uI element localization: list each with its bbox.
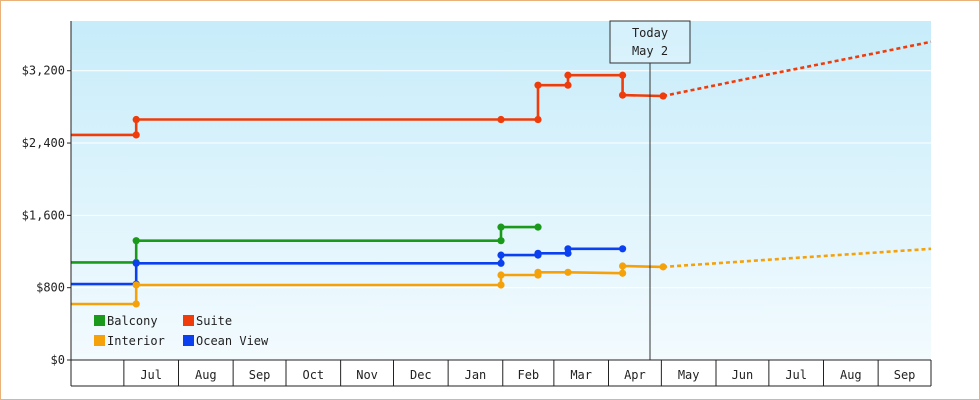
- y-tick-label: $1,600: [22, 208, 65, 222]
- x-tick-label: Jun: [732, 368, 754, 382]
- data-point[interactable]: [132, 259, 140, 267]
- data-point[interactable]: [132, 237, 140, 245]
- series-line-balcony: [71, 225, 538, 264]
- data-point[interactable]: [564, 268, 572, 276]
- data-point[interactable]: [564, 245, 572, 253]
- x-tick-label: Apr: [624, 368, 646, 382]
- y-tick-label: $800: [36, 281, 65, 295]
- legend-label: Suite: [196, 314, 232, 328]
- legend-item-interior: Interior: [94, 334, 165, 348]
- data-point[interactable]: [132, 131, 140, 139]
- legend-label: Balcony: [107, 314, 158, 328]
- data-point[interactable]: [497, 271, 505, 279]
- y-tick-label: $2,400: [22, 136, 65, 150]
- data-point[interactable]: [659, 92, 667, 100]
- data-point[interactable]: [497, 281, 505, 289]
- data-point[interactable]: [618, 269, 627, 277]
- y-axis-ticks: $0 $800 $1,600 $2,400 $3,200: [22, 64, 71, 367]
- data-point[interactable]: [534, 268, 542, 276]
- data-point[interactable]: [132, 300, 140, 308]
- data-point[interactable]: [497, 251, 505, 259]
- x-tick-label: Jul: [785, 368, 807, 382]
- series-interior: [71, 247, 932, 308]
- series-layer: [71, 40, 932, 308]
- today-box: [609, 20, 691, 64]
- x-tick-label: Dec: [410, 368, 432, 382]
- legend-swatch: [94, 315, 105, 326]
- legend-swatch: [183, 315, 194, 326]
- today-marker: Today May 2: [609, 20, 691, 360]
- today-date-label: May 2: [632, 44, 668, 58]
- x-tick-label: Nov: [356, 368, 378, 382]
- plot-area: [71, 21, 931, 360]
- data-point[interactable]: [618, 71, 627, 79]
- legend-label: Interior: [107, 334, 165, 348]
- data-point[interactable]: [534, 81, 542, 89]
- data-point[interactable]: [659, 263, 667, 271]
- data-point[interactable]: [497, 223, 505, 231]
- data-point[interactable]: [618, 245, 627, 253]
- legend-item-suite: Suite: [183, 314, 232, 328]
- data-point[interactable]: [618, 91, 627, 99]
- x-tick-label: Sep: [249, 368, 271, 382]
- y-tick-label: $3,200: [22, 64, 65, 78]
- legend-swatch: [94, 335, 105, 346]
- data-point[interactable]: [564, 71, 572, 79]
- data-point[interactable]: [534, 115, 542, 124]
- x-tick-label: May: [678, 368, 700, 382]
- x-tick-label: Oct: [302, 368, 324, 382]
- x-tick-label: Feb: [517, 368, 539, 382]
- y-tick-label: $0: [51, 353, 65, 367]
- today-label: Today: [632, 26, 668, 40]
- legend-item-ocean-view: Ocean View: [183, 334, 269, 348]
- data-point[interactable]: [497, 237, 505, 245]
- x-tick-label: Aug: [195, 368, 217, 382]
- forecast-line-suite: [662, 40, 932, 98]
- data-point[interactable]: [132, 115, 140, 124]
- data-point[interactable]: [497, 259, 505, 267]
- x-tick-label: Mar: [570, 368, 592, 382]
- series-suite: [71, 40, 932, 139]
- data-point[interactable]: [534, 249, 542, 257]
- x-tick-label: Sep: [894, 368, 916, 382]
- data-point[interactable]: [564, 81, 572, 89]
- forecast-line-interior: [663, 247, 932, 269]
- legend: Balcony Suite Interior Ocean View: [94, 314, 269, 348]
- x-axis-ticks: Jul Aug Sep Oct Nov Dec Jan Feb Mar Apr May Jun Jul A…: [123, 360, 932, 386]
- legend-swatch: [183, 335, 194, 346]
- x-tick-label: Jan: [465, 368, 487, 382]
- legend-label: Ocean View: [196, 334, 269, 348]
- legend-item-balcony: Balcony: [94, 314, 158, 328]
- data-point[interactable]: [132, 281, 140, 289]
- axes: [70, 21, 931, 387]
- data-point[interactable]: [497, 115, 505, 124]
- x-tick-label: Aug: [840, 368, 862, 382]
- data-point[interactable]: [534, 223, 542, 231]
- x-tick-label: Jul: [140, 368, 162, 382]
- data-point[interactable]: [618, 262, 627, 270]
